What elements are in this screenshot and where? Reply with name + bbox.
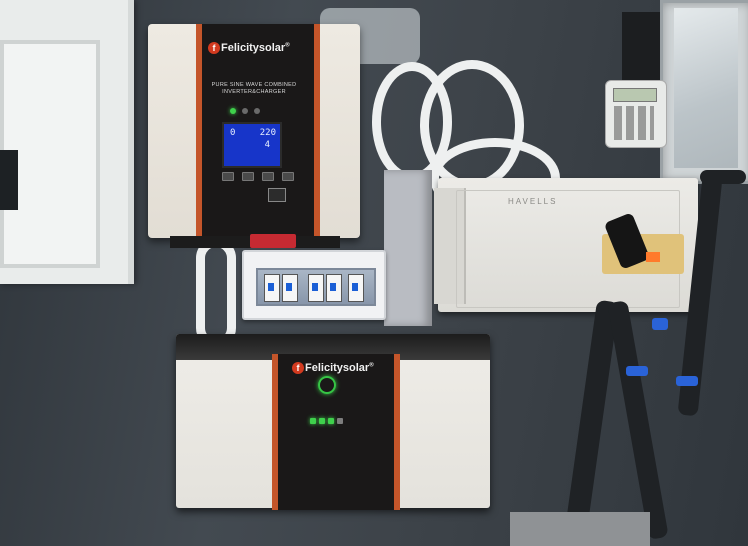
inverter-brand-text: Felicitysolar <box>221 42 286 54</box>
brand-logo-icon: f <box>208 42 220 54</box>
keypad-screen <box>613 88 657 102</box>
distribution-box-brand: HAVELLS <box>508 197 558 206</box>
red-terminal <box>250 234 296 248</box>
meter-glass-cover <box>674 8 738 168</box>
breaker-switch[interactable] <box>348 274 364 302</box>
led-icon <box>230 108 236 114</box>
blue-tape <box>676 376 698 386</box>
brand-logo-icon: f <box>292 362 304 374</box>
inverter-button[interactable] <box>262 172 274 181</box>
power-icon[interactable] <box>318 376 336 394</box>
window-gap <box>0 150 18 210</box>
dark-cable-bundle <box>700 170 746 184</box>
breaker-switch[interactable] <box>308 274 324 302</box>
inverter-subtitle: PURE SINE WAVE COMBINED INVERTER&CHARGER <box>204 82 304 96</box>
white-cable-drop <box>196 238 236 348</box>
keypad-buttons <box>614 106 654 140</box>
charge-bar <box>337 418 343 424</box>
battery-brand-text: Felicitysolar <box>305 362 370 374</box>
inverter-brand-mark: ® <box>285 42 290 49</box>
distribution-box-side <box>434 188 466 304</box>
battery-brand: f Felicitysolar® <box>292 362 374 374</box>
battery-brand-mark: ® <box>369 362 374 369</box>
inverter-button[interactable] <box>282 172 294 181</box>
switch-indicator <box>646 252 660 262</box>
cable-duct <box>384 170 432 326</box>
blue-tape <box>626 366 648 376</box>
led-icon <box>242 108 248 114</box>
charge-bar <box>310 418 316 424</box>
breaker-switch[interactable] <box>264 274 280 302</box>
inverter-subtitle-line2: INVERTER&CHARGER <box>222 89 286 95</box>
blue-tape <box>652 318 668 330</box>
lcd-voltage-value: 220 <box>259 128 276 138</box>
led-icon <box>254 108 260 114</box>
inverter-lcd: 0 220 4 <box>222 122 282 168</box>
inverter-subtitle-line1: PURE SINE WAVE COMBINED <box>211 82 297 88</box>
inverter-status-leds <box>230 108 260 114</box>
breaker-box <box>242 250 386 320</box>
breaker-switch[interactable] <box>282 274 298 302</box>
battery-charge-indicator <box>310 418 343 424</box>
window-frame <box>0 0 134 284</box>
breaker-window <box>256 268 376 306</box>
floor-cover-plate <box>510 512 650 546</box>
inverter-button[interactable] <box>222 172 234 181</box>
inverter-button[interactable] <box>242 172 254 181</box>
charge-bar <box>319 418 325 424</box>
battery-front-panel <box>272 354 400 510</box>
inverter-brand: f Felicitysolar® <box>208 42 290 54</box>
charge-bar <box>328 418 334 424</box>
inverter-comm-port <box>268 188 286 202</box>
breaker-switch[interactable] <box>326 274 342 302</box>
lcd-left-value: 0 <box>230 128 236 138</box>
lcd-bottom-value: 4 <box>264 140 270 150</box>
inverter-buttons <box>222 172 294 181</box>
inverter-unit: f Felicitysolar® PURE SINE WAVE COMBINED … <box>148 24 360 238</box>
